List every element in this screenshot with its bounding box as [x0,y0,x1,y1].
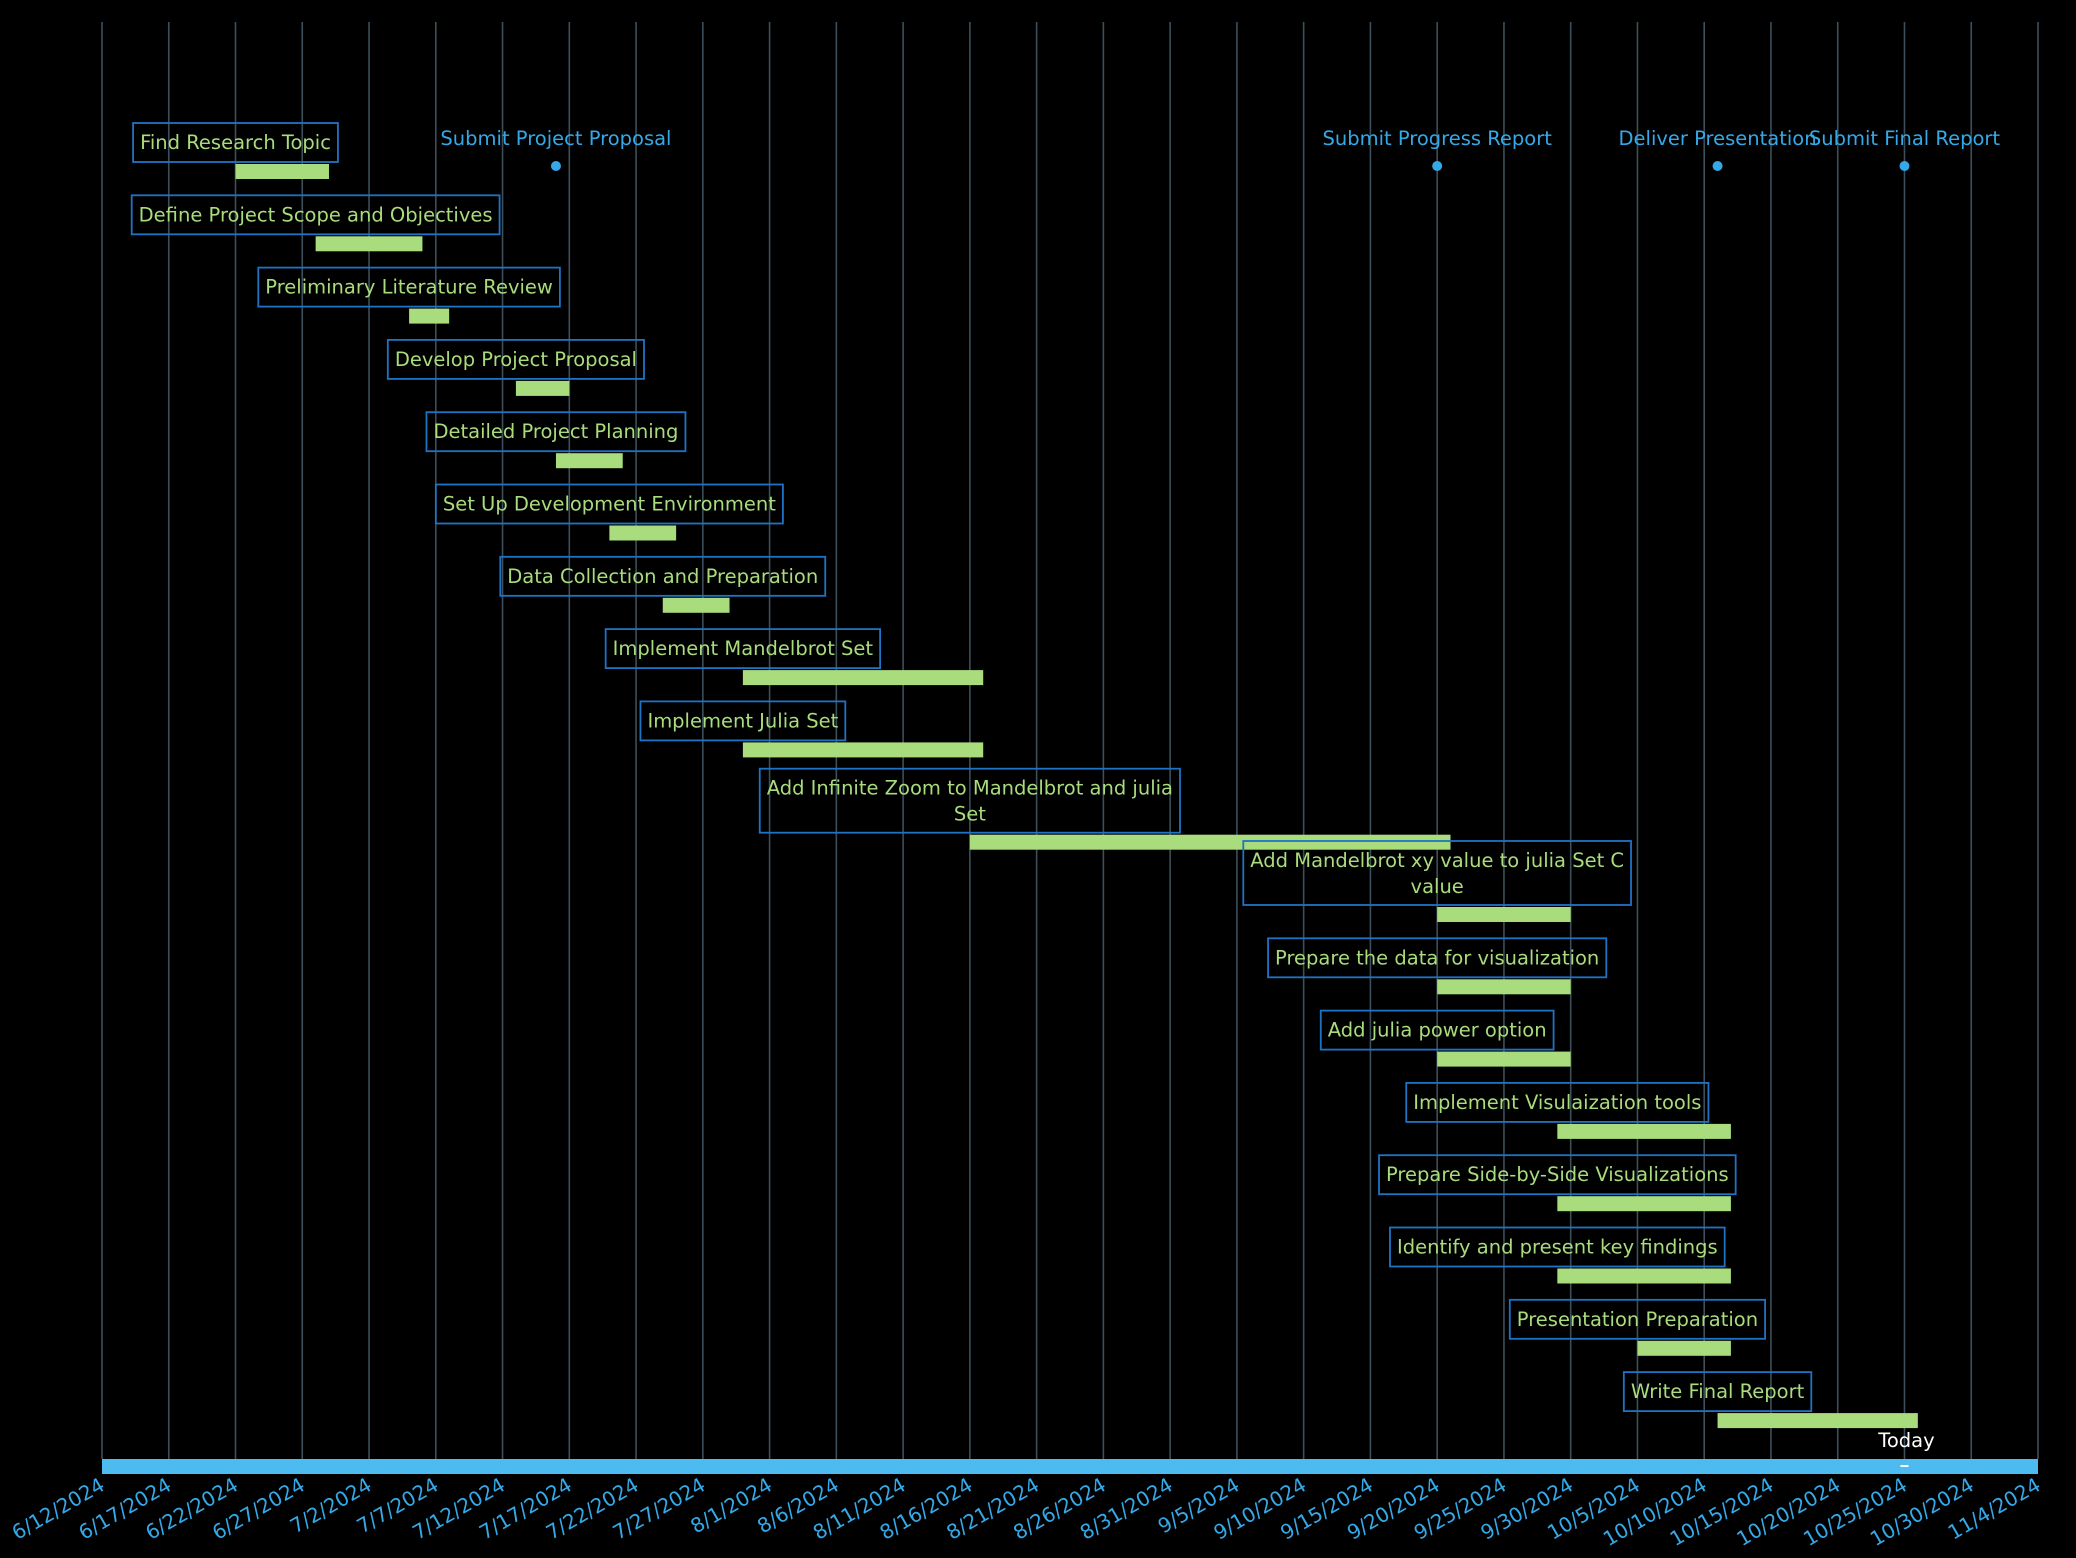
milestone-marker [1712,161,1723,171]
task-bar [609,525,677,541]
task-label-box [1319,1009,1555,1051]
milestone-label: Submit Project Proposal [440,127,671,150]
task-bar [742,742,984,758]
task-label: Develop Project Proposal [395,348,637,371]
task-label: Presentation Preparation [1517,1308,1758,1331]
task-label-box [499,555,827,597]
task-label-box [639,700,847,742]
task-label-box [132,122,339,163]
task-label: Add Mandelbrot xy value to julia Set C [1250,849,1624,872]
milestone-marker [550,161,561,171]
task-label: Write Final Report [1631,1380,1805,1403]
task-label: Detailed Project Planning [433,420,678,443]
milestone-label: Deliver Presentation [1619,127,1817,150]
task-label-box [425,411,687,453]
task-label: Prepare Side-by-Side Visualizations [1386,1163,1729,1186]
task-label: Add julia power option [1328,1019,1547,1042]
task-label: Set Up Development Environment [443,493,776,516]
task-label: Add Infinite Zoom to Mandelbrot and juli… [767,777,1173,800]
today-label: Today [1877,1429,1934,1452]
task-label-box [386,338,645,380]
milestones: Submit Project Proposal Submit Progress R… [440,127,2000,171]
task-label-box [1242,840,1632,906]
task-label-box [434,483,784,525]
task-label: Implement Visulaization tools [1413,1091,1701,1114]
task-label: Implement Mandelbrot Set [613,637,874,660]
milestone-marker [1432,161,1443,171]
task-label-box [1389,1226,1726,1268]
task-label-box [130,194,501,236]
task-label-box [1622,1371,1813,1412]
task-bar [1437,907,1571,922]
task-label-box [1267,937,1608,979]
task-label: Implement Julia Set [647,709,838,732]
task-label: Identify and present key findings [1397,1236,1718,1259]
task-label-box [257,266,561,308]
task-label-box [1378,1154,1737,1196]
task-label: Data Collection and Preparation [507,565,818,588]
milestone-marker [1899,161,1910,171]
task-label-box [1508,1298,1767,1340]
task-bar [662,597,730,613]
task-bar [1437,1051,1571,1067]
task-bar [1557,1123,1731,1139]
task-bar [742,670,984,686]
task-bar [1557,1268,1731,1284]
task-bar [515,380,570,396]
task-bar [1557,1196,1731,1212]
task-label-box [1405,1082,1710,1123]
task-bar [1437,979,1571,995]
task-bar [1717,1413,1918,1429]
task-bar [235,164,329,179]
task-bar [1637,1340,1731,1356]
task-label: Preliminary Literature Review [265,276,553,299]
task-label: Define Project Scope and Objectives [139,203,493,226]
task-bar [409,308,450,324]
grid-lines [101,22,2039,1459]
timeline-axis-bar [102,1459,2038,1474]
today-marker [1900,1465,1909,1467]
task-bar [555,453,623,469]
task-label: Set [954,803,986,826]
milestone-label: Submit Final Report [1809,127,2001,150]
task-bar [315,236,423,252]
task-label: Prepare the data for visualization [1275,946,1599,969]
timeline-axis: 6/12/20246/17/20246/22/20246/27/20247/2/… [8,1429,2045,1551]
task-label-box [758,767,1181,834]
task-label: Find Research Topic [140,131,331,154]
task-label: value [1411,875,1464,898]
task-bars: Find Research Topic Define Project Scope … [130,122,1918,1429]
task-label-box [604,628,882,669]
task-bar [969,834,1451,850]
milestone-label: Submit Progress Report [1322,127,1552,150]
